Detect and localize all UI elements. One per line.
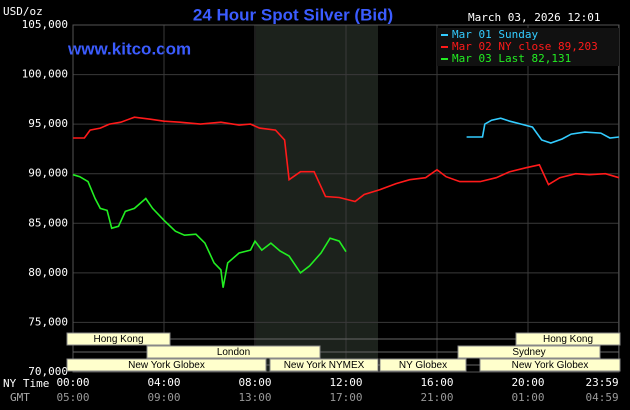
x-tick-label: 20:00	[511, 376, 544, 389]
session-box	[269, 358, 379, 372]
gmt-tick-label: 21:00	[420, 391, 453, 404]
session-label: NY Globex	[399, 360, 447, 371]
x-tick-label: 16:00	[420, 376, 453, 389]
gmt-tick-label: 04:59	[585, 391, 618, 404]
session-label: London	[217, 347, 250, 358]
y-tick-label: 100,000	[22, 68, 68, 81]
series-line	[73, 116, 620, 203]
gmt-tick-label: 01:00	[511, 391, 544, 404]
nymex-shade	[256, 25, 378, 372]
session-label: New York Globex	[128, 360, 205, 371]
session-box	[515, 332, 621, 346]
session-label: Sydney	[512, 347, 545, 358]
gmt-row-label: GMT	[10, 391, 30, 404]
series-line	[466, 117, 620, 144]
y-tick-label: 75,000	[28, 315, 68, 328]
timestamp: March 03, 2026 12:01	[468, 11, 600, 24]
session-box	[66, 332, 171, 346]
legend-label: Mar 02 NY close 89,203	[452, 40, 598, 53]
session-box	[479, 358, 621, 372]
site-label: www.kitco.com	[67, 39, 191, 58]
session-label: New York Globex	[512, 360, 589, 371]
y-tick-label: 105,000	[22, 18, 68, 31]
plot-frame	[72, 24, 620, 373]
session-box	[457, 345, 601, 359]
y-tick-label: 90,000	[28, 167, 68, 180]
series-line	[72, 173, 347, 288]
y-tick-label: 85,000	[28, 216, 68, 229]
y-tick-label: 95,000	[28, 117, 68, 130]
legend-label: Mar 01 Sunday	[452, 28, 538, 41]
x-tick-label: 12:00	[329, 376, 362, 389]
y-tick-label: 70,000	[28, 365, 68, 378]
session-label: Hong Kong	[543, 334, 593, 345]
x-tick-label: 23:59	[585, 376, 618, 389]
chart-title: 24 Hour Spot Silver (Bid)	[193, 5, 393, 24]
session-box	[66, 358, 267, 372]
gmt-tick-label: 13:00	[238, 391, 271, 404]
gmt-tick-label: 17:00	[329, 391, 362, 404]
y-axis-label: USD/oz	[3, 5, 43, 18]
x-tick-label: 08:00	[238, 376, 271, 389]
legend-box	[437, 28, 619, 66]
gmt-tick-label: 05:00	[56, 391, 89, 404]
gmt-tick-label: 09:00	[147, 391, 180, 404]
session-box	[146, 345, 321, 359]
x-tick-label: 00:00	[56, 376, 89, 389]
session-box	[379, 358, 467, 372]
legend-label: Mar 03 Last 82,131	[452, 52, 571, 65]
x-row-label: NY Time	[3, 377, 49, 390]
x-tick-label: 04:00	[147, 376, 180, 389]
session-label: Hong Kong	[93, 334, 143, 345]
session-label: New York NYMEX	[284, 360, 365, 371]
y-tick-label: 80,000	[28, 266, 68, 279]
